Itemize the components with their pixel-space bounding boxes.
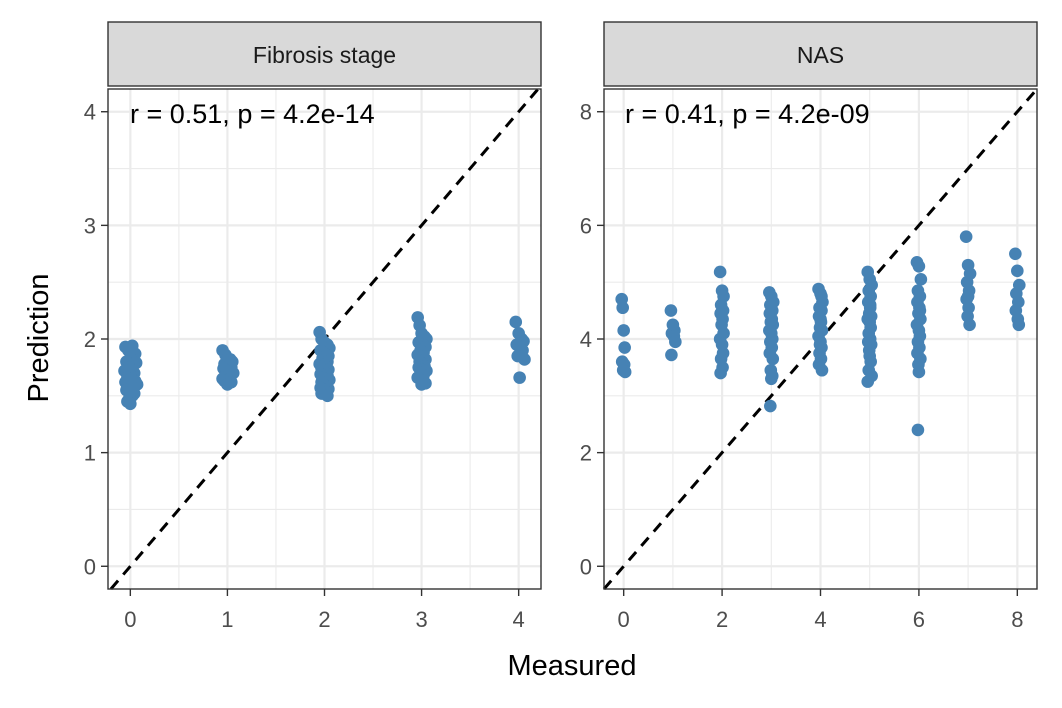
data-point bbox=[618, 341, 631, 354]
data-point bbox=[961, 290, 975, 303]
x-tick-label: 3 bbox=[415, 607, 427, 632]
data-point bbox=[665, 348, 678, 362]
y-tick-label: 4 bbox=[580, 327, 592, 352]
data-point bbox=[321, 389, 334, 403]
x-tick-label: 8 bbox=[1011, 607, 1023, 632]
x-axis-title: Measured bbox=[508, 650, 637, 682]
strip-label: NAS bbox=[797, 42, 844, 68]
data-point bbox=[912, 259, 926, 273]
y-tick-label: 4 bbox=[84, 100, 96, 125]
x-tick-label: 0 bbox=[124, 607, 136, 632]
y-tick-label: 6 bbox=[580, 213, 592, 238]
data-point bbox=[1009, 247, 1022, 261]
x-tick-label: 0 bbox=[618, 607, 630, 632]
data-point bbox=[125, 372, 138, 386]
data-point bbox=[616, 301, 629, 315]
data-point bbox=[766, 352, 780, 366]
data-point bbox=[509, 315, 523, 329]
y-axis: 0 1 2 3 4 bbox=[84, 100, 108, 579]
data-point bbox=[814, 312, 827, 326]
y-axis-title: Prediction bbox=[23, 274, 55, 403]
data-point bbox=[813, 338, 827, 351]
x-axis: 0 1 2 3 4 bbox=[124, 589, 525, 632]
y-tick-label: 0 bbox=[84, 554, 96, 579]
data-point bbox=[764, 399, 777, 413]
data-points bbox=[118, 311, 531, 411]
data-point bbox=[914, 273, 928, 286]
y-tick-label: 8 bbox=[580, 100, 592, 125]
y-tick-label: 2 bbox=[580, 441, 592, 466]
x-tick-label: 4 bbox=[513, 607, 525, 632]
data-point bbox=[669, 335, 682, 349]
x-tick-label: 2 bbox=[716, 607, 728, 632]
data-point bbox=[221, 378, 234, 391]
data-point bbox=[513, 371, 526, 384]
data-point bbox=[912, 365, 926, 379]
data-point bbox=[664, 304, 678, 317]
panel-nas: NAS r = 0.41, p = 4.2e-09 0 2 4 6 8 0 2 4 6 8 bbox=[580, 21, 1039, 632]
data-point bbox=[913, 304, 927, 317]
y-axis: 0 2 4 6 8 bbox=[580, 100, 604, 579]
strip-background bbox=[107, 21, 542, 87]
y-tick-label: 1 bbox=[84, 441, 96, 466]
correlation-annotation: r = 0.41, p = 4.2e-09 bbox=[625, 99, 870, 129]
data-point bbox=[617, 324, 630, 337]
data-point bbox=[963, 318, 976, 332]
data-point bbox=[815, 290, 828, 303]
data-points bbox=[615, 230, 1026, 437]
y-tick-label: 3 bbox=[84, 213, 96, 238]
y-tick-label: 2 bbox=[84, 327, 96, 352]
data-point bbox=[861, 375, 875, 388]
data-point bbox=[714, 366, 727, 380]
data-point bbox=[1011, 264, 1024, 278]
x-tick-label: 4 bbox=[814, 607, 826, 632]
data-point bbox=[911, 423, 925, 437]
strip-label: Fibrosis stage bbox=[253, 42, 396, 68]
data-point bbox=[765, 369, 779, 383]
x-tick-label: 2 bbox=[318, 607, 330, 632]
data-point bbox=[863, 298, 877, 312]
x-axis: 0 2 4 6 8 bbox=[618, 589, 1023, 632]
data-point bbox=[518, 353, 531, 366]
y-tick-label: 0 bbox=[580, 554, 592, 579]
data-point bbox=[959, 230, 973, 244]
correlation-annotation: r = 0.51, p = 4.2e-14 bbox=[130, 99, 375, 129]
data-point bbox=[618, 365, 632, 379]
x-tick-label: 6 bbox=[913, 607, 925, 632]
data-point bbox=[124, 397, 137, 411]
strip-background bbox=[603, 21, 1038, 87]
data-point bbox=[415, 378, 428, 391]
data-point bbox=[126, 382, 140, 396]
data-point bbox=[815, 363, 829, 377]
data-point bbox=[1012, 318, 1026, 332]
x-tick-label: 1 bbox=[221, 607, 233, 632]
panel-fibrosis-stage: Fibrosis stage r = 0.51, p = 4.2e-14 0 1 2… bbox=[84, 21, 542, 632]
data-point bbox=[713, 265, 727, 279]
